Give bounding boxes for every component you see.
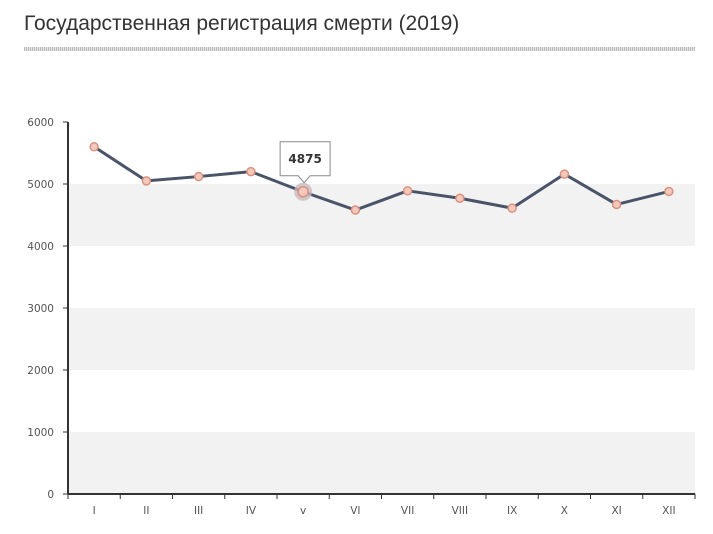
data-point [559,169,570,179]
x-tick-label: IX [507,505,517,517]
y-tick-label: 5000 [27,179,54,191]
data-point [246,166,256,177]
grid-band [68,308,695,370]
y-tick-label: 0 [47,489,54,501]
data-point [611,199,622,210]
x-tick-label: III [194,505,203,517]
grid-band [68,184,695,246]
tooltip-box [279,141,331,184]
data-point [350,205,361,215]
data-point [664,186,674,197]
x-axis-labels: I II III IV v VI VII VIII IX X XI XII [93,505,676,517]
x-tick-label: VII [401,505,414,517]
tooltip-value: 4875 [288,152,321,166]
y-tick-label: 3000 [27,303,54,315]
data-point [455,193,465,204]
y-tick-label: 1000 [27,427,54,439]
y-axis-labels: 0 1000 2000 3000 4000 5000 6000 [27,117,54,501]
series-line [93,145,670,212]
data-point [193,171,204,182]
x-tick-label: II [143,505,149,517]
data-point [89,142,99,152]
x-tick-label: XI [611,505,621,517]
x-tick-label: VI [350,505,360,517]
y-tick-label: 2000 [27,365,54,377]
data-point [402,186,413,196]
title-divider [24,47,695,51]
x-tick-label: VIII [452,505,468,517]
series-layer [93,145,670,212]
x-tick-label: I [93,505,96,517]
x-tick-label: XII [662,505,675,517]
x-tick-label: IV [246,505,257,517]
y-tick-label: 4000 [27,241,54,253]
axes [63,121,696,499]
x-tick-label: v [300,505,306,517]
tooltip: 4875 [279,141,331,184]
chart-title: Государственная регистрация смерти (2019… [24,12,460,35]
data-point [507,203,517,213]
x-tick-label: X [561,505,568,517]
data-point [141,176,152,186]
point-markers [89,142,674,215]
grid-band [68,432,695,494]
grid-bands [68,184,695,494]
y-tick-label: 6000 [27,117,54,129]
data-point [297,186,309,198]
